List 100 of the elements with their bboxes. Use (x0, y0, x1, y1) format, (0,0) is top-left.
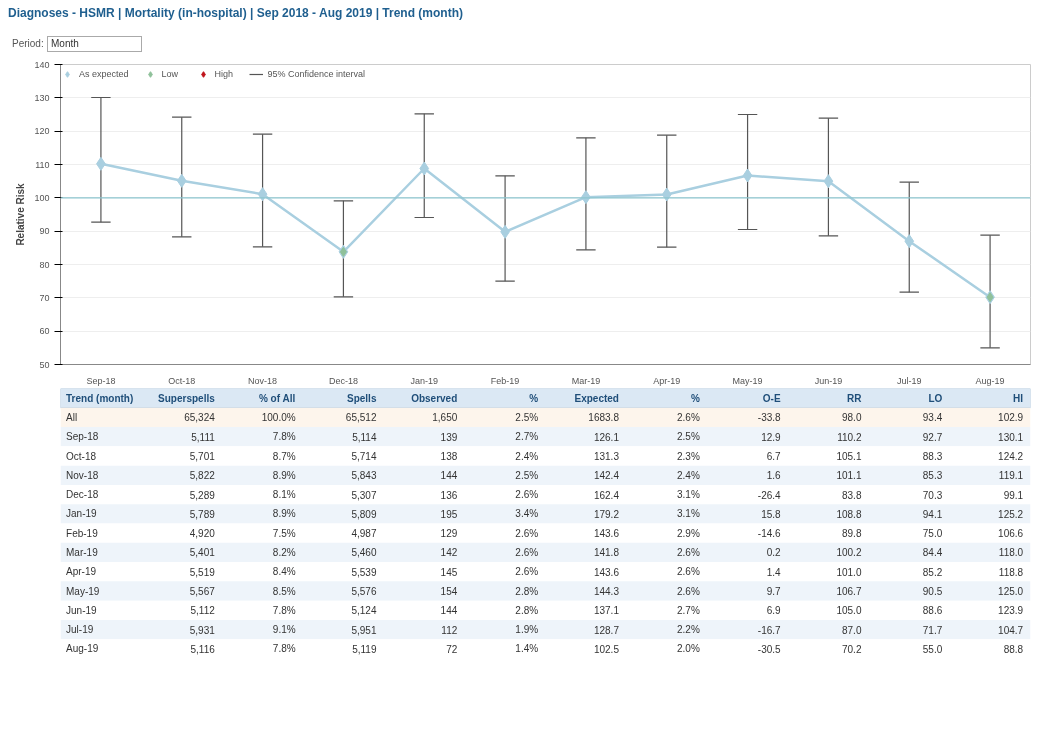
text: 70.2 (841, 643, 862, 655)
text: 72 (446, 643, 458, 655)
text: 2.6% (676, 546, 700, 558)
text: 108.8 (836, 508, 862, 520)
category-label: Observed (411, 392, 458, 404)
text: 94.1 (922, 508, 943, 520)
text: 1.6 (766, 470, 781, 482)
text: 128.7 (593, 624, 619, 636)
y-tick-label: 70 (39, 292, 50, 303)
category-label: Jul-19 (66, 624, 94, 636)
text: 105.0 (836, 605, 862, 617)
text: 0.2 (766, 547, 781, 559)
annotation: 95% Confidence interval (267, 69, 366, 79)
text: 9.1% (272, 624, 296, 636)
text: 118.8 (998, 566, 1024, 578)
text: -26.4 (757, 489, 781, 501)
y-tick-label: 130 (34, 92, 50, 103)
text: 92.7 (922, 431, 943, 443)
text: 15.8 (761, 508, 781, 520)
text: 2.7% (676, 604, 700, 616)
text: 102.9 (998, 412, 1024, 424)
text: 83.8 (841, 489, 862, 501)
category-label: % (529, 392, 539, 404)
text: 5,112 (190, 605, 215, 617)
text: Month (47, 36, 143, 53)
text: 2.6% (515, 527, 539, 539)
y-tick-label: 140 (34, 59, 50, 70)
text: 126.1 (593, 431, 619, 443)
text: 87.0 (841, 624, 862, 636)
text: 1.9% (515, 624, 539, 636)
text: 5,951 (351, 624, 377, 636)
text: 5,822 (189, 470, 215, 482)
text: 1.4% (515, 643, 539, 655)
text: 2.6% (676, 585, 700, 597)
category-label: Aug-19 (66, 643, 99, 655)
text: 2.6% (676, 566, 700, 578)
text: 55.0 (922, 643, 943, 655)
text: 5,809 (351, 508, 377, 520)
text: 88.8 (1003, 643, 1024, 655)
text: 5,539 (351, 566, 377, 578)
x-tick-label: Feb-19 (490, 375, 520, 386)
text: 2.8% (515, 585, 539, 597)
text: 112 (441, 624, 458, 636)
text: 8.9% (272, 469, 296, 481)
category-label: Expected (574, 392, 619, 404)
text: 2.2% (676, 624, 700, 636)
category-label: % (690, 392, 700, 404)
text: 2.0% (676, 643, 700, 655)
category-label: Oct-18 (66, 450, 97, 462)
text: 5,931 (189, 624, 215, 636)
category-label: Sep-18 (66, 431, 99, 443)
text: 119.1 (998, 470, 1024, 482)
text: 144.3 (593, 586, 619, 597)
text: 2.5% (515, 411, 539, 423)
text: 2.4% (676, 469, 700, 481)
text: 104.7 (998, 624, 1024, 636)
text: -14.6 (757, 528, 781, 540)
text: 5,124 (351, 605, 377, 617)
y-tick-label: 80 (39, 259, 50, 270)
category-label: Spells (346, 392, 377, 404)
text: 93.4 (922, 412, 943, 424)
text: 1.4 (766, 566, 781, 578)
legend-label: High (214, 69, 235, 79)
text: 138 (440, 451, 458, 462)
legend-label: Low (161, 69, 180, 79)
text: 5,519 (189, 566, 215, 578)
text: 129 (440, 528, 458, 540)
text: 5,701 (189, 451, 215, 462)
text: 1683.8 (588, 412, 619, 424)
y-tick-label: 60 (39, 326, 50, 337)
text: -30.5 (757, 643, 781, 655)
text: 8.2% (272, 546, 296, 558)
text: 106.6 (998, 528, 1024, 540)
text: 2.5% (515, 469, 539, 481)
text: 7.5% (272, 527, 296, 539)
category-label: May-19 (66, 585, 100, 597)
x-tick-label: Sep-18 (86, 375, 116, 386)
text: 5,119 (352, 643, 377, 655)
text: 8.5% (272, 585, 296, 597)
text: 1,650 (432, 412, 458, 424)
text: 145 (440, 566, 458, 578)
y-tick-label: 110 (35, 159, 50, 170)
text: 71.7 (922, 624, 943, 636)
text: 105.1 (836, 451, 862, 462)
text: 2.6% (515, 546, 539, 558)
text: 5,116 (190, 643, 215, 655)
text: 2.5% (676, 431, 700, 443)
y-tick-label: 120 (34, 126, 50, 137)
text: 136 (440, 489, 458, 501)
text: 143.6 (593, 566, 619, 578)
category-label: % of All (258, 392, 296, 404)
x-tick-label: Dec-18 (328, 375, 358, 386)
text: 2.6% (515, 489, 539, 501)
text: 144 (440, 470, 458, 482)
category-label: Jan-19 (66, 508, 97, 520)
text: 3.1% (676, 489, 700, 501)
category-label: All (66, 411, 78, 423)
text: 5,460 (351, 547, 377, 559)
text: 5,401 (189, 547, 215, 559)
text: 110.2 (837, 431, 862, 443)
